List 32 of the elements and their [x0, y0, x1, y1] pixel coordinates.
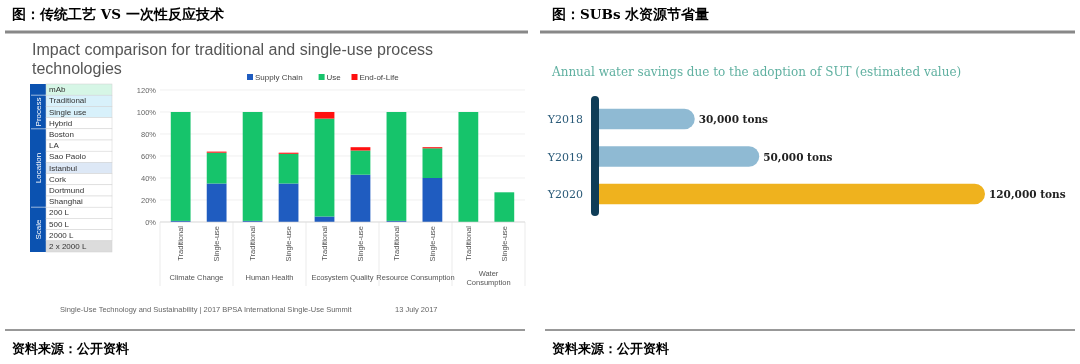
- text: Scale: [34, 219, 43, 240]
- text: Traditional: [49, 96, 87, 106]
- text: 2 x 2000 L: [49, 242, 87, 251]
- text: Dortmund: [49, 186, 85, 195]
- text: LA: [49, 141, 60, 151]
- text: 资料来源：公开资料: [552, 341, 669, 356]
- text: 图：传统工艺 VS 一次性反应技术: [12, 6, 224, 22]
- text: Hybrid: [49, 118, 73, 128]
- text: Boston: [49, 130, 74, 139]
- text: Sao Paolo: [49, 152, 87, 162]
- data-label: 50,000 tons: [763, 150, 833, 163]
- text: Shanghai: [49, 197, 84, 207]
- y-tick-label: Y2019: [546, 150, 583, 164]
- legend-label: End-of-Life: [359, 73, 400, 82]
- chart-title: 图：SUBs 水资源节省量: [552, 6, 710, 22]
- y-tick-label: Y2018: [546, 113, 583, 127]
- text: Process: [34, 97, 43, 127]
- text: Istanbul: [49, 163, 78, 173]
- y-tick-label: Y2020: [546, 187, 583, 201]
- text: Location: [34, 152, 43, 184]
- text: Single use: [49, 107, 87, 117]
- text: 200 L: [49, 208, 70, 218]
- data-label: 30,000 tons: [698, 113, 769, 126]
- text: 资料来源：公开资料: [12, 341, 129, 356]
- text: mAb: [49, 85, 66, 95]
- data-label: 120,000 tons: [989, 187, 1066, 200]
- text: Cork: [49, 174, 67, 184]
- text: 500 L: [49, 219, 70, 229]
- text: 2000 L: [49, 230, 75, 240]
- chart-subtitle: Annual water savings due to the adoption of SUT (estimated value): [551, 65, 962, 79]
- legend-label: Supply Chain: [255, 73, 303, 82]
- legend-label: Use: [326, 73, 342, 82]
